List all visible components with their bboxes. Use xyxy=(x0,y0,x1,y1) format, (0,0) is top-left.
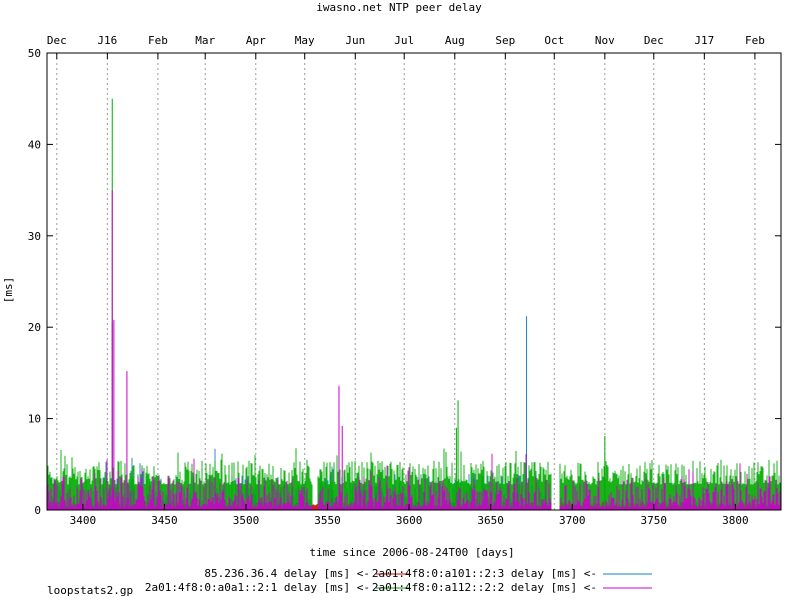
series-samples xyxy=(559,463,782,510)
x-tick-label: 3650 xyxy=(477,514,504,527)
legend-entry: 2a01:4f8:0:a0a1::2:1 delay [ms] <- xyxy=(145,581,410,594)
series-3 xyxy=(46,98,782,510)
legend-label: 85.236.36.4 delay [ms] <- xyxy=(204,567,370,580)
top-tick-label: Feb xyxy=(148,34,168,47)
top-tick-label: Dec xyxy=(47,34,67,47)
y-tick-label: 20 xyxy=(28,321,41,334)
x-tick-label: 3750 xyxy=(641,514,668,527)
top-tick-label: J17 xyxy=(694,34,714,47)
grid xyxy=(56,53,756,510)
legend-entry: 2a01:4f8:0:a101::2:3 delay [ms] <- xyxy=(372,567,652,580)
top-tick-label: May xyxy=(295,34,315,47)
legend: 85.236.36.4 delay [ms] <- 2a01:4f8:0:a101… xyxy=(145,567,652,594)
legend-entry: 85.236.36.4 delay [ms] <- xyxy=(204,567,410,580)
y-tick-label: 50 xyxy=(28,47,41,60)
top-tick-label: Feb xyxy=(745,34,765,47)
y-tick-label: 10 xyxy=(28,413,41,426)
legend-label: 2a01:4f8:0:a101::2:3 delay [ms] <- xyxy=(372,567,597,580)
y-tick-label: 40 xyxy=(28,138,41,151)
x-tick-label: 3450 xyxy=(151,514,178,527)
top-tick-label: Oct xyxy=(544,34,564,47)
top-tick-label: Jul xyxy=(394,34,414,47)
legend-entry: 2a01:4f8:0:a112::2:2 delay [ms] <- xyxy=(372,581,652,594)
y-axis-label: [ms] xyxy=(2,277,15,304)
series-layer xyxy=(46,98,782,510)
series-2 xyxy=(46,316,552,510)
top-tick-label: Jun xyxy=(345,34,365,47)
legend-label: 2a01:4f8:0:a0a1::2:1 delay [ms] <- xyxy=(145,581,370,594)
y-tick-label: 30 xyxy=(28,230,41,243)
top-tick-label: Mar xyxy=(195,34,215,47)
x-tick-label: 3700 xyxy=(559,514,586,527)
plot-frame xyxy=(46,52,782,511)
x-tick-label: 3550 xyxy=(314,514,341,527)
x-tick-label: 3800 xyxy=(722,514,749,527)
x-tick-label: 3400 xyxy=(70,514,97,527)
chart-title: iwasno.net NTP peer delay xyxy=(316,1,482,14)
axes: Dec J16 Feb Mar Apr May Jun Jul Aug Sep Oct Nov Dec J… xyxy=(28,34,781,527)
y-tick-label: 0 xyxy=(34,504,41,517)
top-tick-label: Apr xyxy=(246,34,266,47)
top-tick-label: Sep xyxy=(495,34,515,47)
top-tick-label: Dec xyxy=(644,34,664,47)
legend-label: 2a01:4f8:0:a112::2:2 delay [ms] <- xyxy=(372,581,597,594)
top-tick-label: Aug xyxy=(445,34,465,47)
series-4 xyxy=(46,190,782,510)
x-tick-label: 3500 xyxy=(233,514,260,527)
top-tick-label: J16 xyxy=(97,34,117,47)
series-samples xyxy=(317,453,552,510)
top-tick-label: Nov xyxy=(595,34,615,47)
x-axis-label: time since 2006-08-24T00 [days] xyxy=(309,546,514,559)
x-tick-label: 3600 xyxy=(396,514,423,527)
footer-label: loopstats2.gp xyxy=(47,584,133,597)
